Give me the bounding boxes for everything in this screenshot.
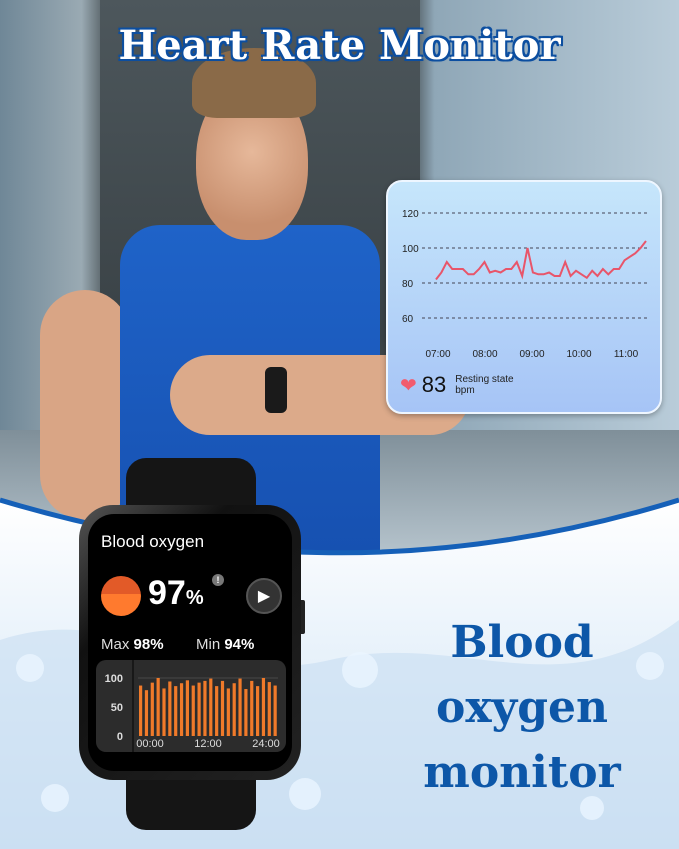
tagline-line: oxygen bbox=[436, 682, 608, 733]
oxygen-bar bbox=[250, 680, 254, 736]
oxygen-number: 97 bbox=[148, 574, 186, 612]
x-tick-label: 00:00 bbox=[136, 738, 164, 750]
heart-icon: ❤ bbox=[400, 374, 417, 397]
x-tick-label: 10:00 bbox=[566, 349, 591, 360]
oxygen-bar bbox=[179, 683, 184, 736]
x-tick-label: 12:00 bbox=[194, 738, 222, 750]
oxygen-bar bbox=[156, 678, 160, 736]
tagline-line: Blood bbox=[450, 617, 594, 668]
oxygen-bar bbox=[144, 690, 149, 736]
unit-label: bpm bbox=[455, 385, 475, 396]
max-label: Max bbox=[101, 636, 130, 653]
smartwatch: Blood oxygen 97% ! ▶ Max 98% Min 94% 100… bbox=[79, 505, 301, 780]
oxygen-bar bbox=[185, 680, 189, 736]
play-icon: ▶ bbox=[257, 588, 271, 605]
y-tick-label: 50 bbox=[111, 702, 123, 714]
oxygen-bar bbox=[261, 678, 266, 736]
oxygen-chart: 100 50 0 00:00 12:00 24:00 bbox=[96, 660, 286, 752]
blood-oxygen-icon bbox=[101, 576, 141, 616]
y-tick-label: 80 bbox=[402, 279, 414, 290]
headline: Heart Rate Monitor bbox=[118, 22, 561, 69]
oxygen-unit: % bbox=[185, 587, 204, 609]
oxygen-bar bbox=[150, 682, 154, 736]
oxygen-bar bbox=[256, 686, 260, 736]
y-tick-label: 100 bbox=[402, 244, 419, 255]
heart-rate-chart: 120 100 80 60 07:00 08:00 09:00 10:00 11:00 bbox=[402, 209, 650, 360]
oxygen-bar bbox=[267, 682, 271, 736]
heart-rate-card: 120 100 80 60 07:00 08:00 09:00 10:00 11:00 ❤ 83… bbox=[386, 180, 662, 414]
oxygen-bar bbox=[226, 688, 230, 736]
oxygen-bar bbox=[244, 689, 248, 736]
oxygen-bar bbox=[203, 680, 207, 736]
bpm-value: 83 bbox=[421, 372, 447, 397]
x-tick-label: 08:00 bbox=[472, 349, 497, 360]
max-reading: Max 98% bbox=[101, 636, 164, 653]
x-tick-label: 11:00 bbox=[614, 349, 639, 360]
y-tick-label: 60 bbox=[402, 314, 414, 325]
screen-title: Blood oxygen bbox=[101, 532, 205, 551]
oxygen-bar bbox=[191, 685, 195, 736]
x-tick-label: 24:00 bbox=[252, 738, 280, 750]
man-arm bbox=[40, 290, 130, 520]
oxygen-bar bbox=[215, 686, 219, 736]
y-tick-label: 100 bbox=[105, 673, 123, 685]
x-tick-label: 09:00 bbox=[519, 349, 544, 360]
oxygen-bar bbox=[232, 683, 236, 736]
oxygen-bar bbox=[162, 688, 166, 736]
min-value: 94% bbox=[224, 636, 255, 653]
oxygen-bar-chart: 100 50 0 00:00 12:00 24:00 bbox=[105, 660, 280, 752]
min-reading: Min 94% bbox=[196, 636, 254, 653]
info-icon: ! bbox=[212, 574, 224, 586]
x-tick-label: 07:00 bbox=[425, 349, 450, 360]
y-tick-label: 0 bbox=[117, 731, 123, 743]
oxygen-bar bbox=[209, 678, 213, 736]
y-tick-label: 120 bbox=[402, 209, 419, 220]
max-value: 98% bbox=[133, 636, 164, 653]
tagline: Blood oxygen monitor bbox=[372, 610, 672, 805]
oxygen-bar bbox=[168, 681, 172, 736]
oxygen-bar bbox=[273, 685, 277, 736]
heart-rate-line bbox=[435, 240, 647, 281]
oxygen-bar bbox=[220, 680, 225, 736]
oxygen-bar bbox=[238, 678, 242, 736]
oxygen-bar bbox=[174, 686, 178, 736]
min-label: Min bbox=[196, 636, 221, 653]
watch-crown bbox=[299, 600, 305, 634]
tagline-line: monitor bbox=[423, 747, 621, 798]
oxygen-bar bbox=[139, 685, 143, 736]
oxygen-value: 97% bbox=[148, 574, 204, 613]
man-hair bbox=[192, 48, 316, 118]
play-button[interactable]: ▶ bbox=[246, 578, 282, 614]
status-label: Resting state bbox=[455, 374, 514, 385]
worn-watch bbox=[265, 367, 287, 413]
watch-screen: Blood oxygen 97% ! ▶ Max 98% Min 94% 100… bbox=[88, 514, 292, 771]
oxygen-bar bbox=[197, 682, 201, 736]
